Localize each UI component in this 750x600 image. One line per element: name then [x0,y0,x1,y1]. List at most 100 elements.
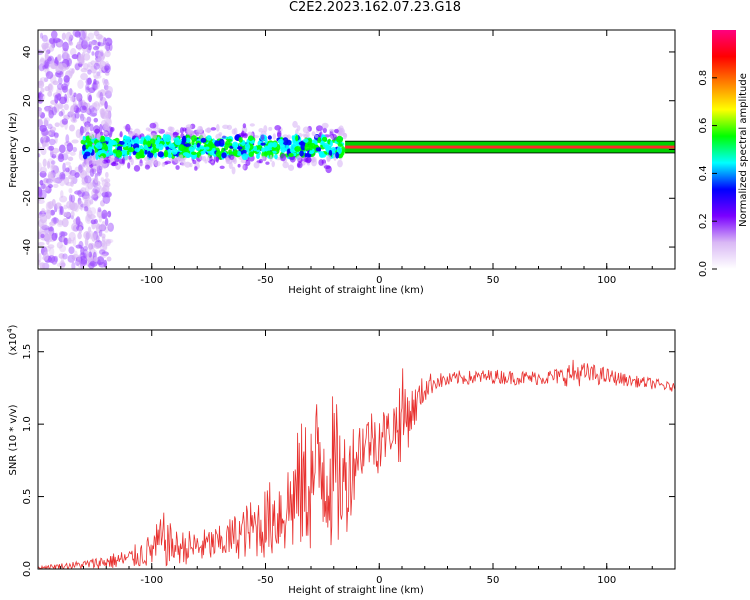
x-tick-label: 100 [597,575,616,586]
spectrogram-blob [343,132,347,138]
spectrogram-blob [237,163,241,168]
spectrogram-blob [322,142,328,148]
spectrogram-blob [68,187,73,194]
spectrogram-blob [84,205,89,212]
spectrogram-blob [149,122,157,129]
spectrogram-blob [100,131,104,136]
spectrogram-blob [194,166,198,171]
colorbar-tick-label: 0.4 [698,165,709,181]
spectrogram-blob [85,77,92,86]
x-tick-label: 100 [597,275,616,286]
spectrogram-blob [70,96,75,102]
spectrogram-blob [88,94,92,103]
spectrogram-blob [48,37,56,44]
spectrogram-blob [60,173,66,180]
spectrogram-blob [38,153,41,158]
spectrogram-blob [61,85,68,93]
spectrogram-blob [76,254,82,265]
spectrogram-blob [107,222,114,232]
spectrogram-blob [52,178,60,183]
spectrogram-blob [68,194,73,203]
spectrogram-blob [169,143,175,150]
spectrogram-blob [51,198,56,207]
spectrogram-blob [38,80,44,86]
spectrogram-blob [94,177,99,183]
spectrogram-blob [38,94,44,104]
spectrogram-blob [323,165,331,170]
spectrogram-blob [104,182,111,188]
spectrogram-blob [80,139,87,145]
spectrogram-blob [263,125,268,133]
spectrogram-blob [63,75,70,83]
spectrogram-blob [93,74,102,79]
spectrogram-blob [188,146,194,152]
spectrogram-blob [282,161,289,169]
spectrogram-blob [209,155,213,162]
x-tick-label: 0 [376,275,382,286]
spectrogram-blob [87,69,92,75]
spectrogram-blob [78,226,83,234]
spectrogram-blob [47,91,53,97]
spectrogram-blob [71,54,79,60]
spectrogram-blob [79,113,85,122]
spectrogram-blob [87,146,93,154]
spectrogram-blob [96,165,103,174]
spectrogram-blob [232,149,238,157]
spectrogram-blob [294,145,302,152]
spectrogram-blob [64,93,68,102]
spectrogram-blob [53,183,59,189]
spectrogram-blob [277,130,282,138]
spectrogram-blob [156,136,161,145]
spectrogram-blob [42,158,47,167]
spectrogram-blob [71,118,78,123]
colorbar-label: Normalized spectral amplitude [738,73,749,227]
spectrogram-blob [93,78,97,85]
spectrogram-blob [83,230,91,240]
spectrogram-blob [167,149,172,155]
spectrogram-blob [86,214,91,222]
spectrogram-blob [218,132,223,136]
spectrogram-blob [75,244,83,249]
spectrogram-blob [144,149,148,155]
spectrogram-blob [90,219,96,225]
spectrogram-blob [231,166,236,175]
spectrogram-blob [274,153,278,160]
spectrogram-blob [165,146,170,151]
spectrogram-blob [38,241,45,247]
chart-title: C2E2.2023.162.07.23.G18 [288,0,462,15]
spectrogram-blob [321,122,329,129]
spectrogram-blob [39,226,48,232]
snr-frame [37,329,676,570]
spectrogram-blob [134,147,141,152]
spectrogram-blob [222,124,229,129]
spectrogram-blob [340,146,346,154]
spectrogram-y-label: Frequency (Hz) [8,112,19,188]
snr-x-label: Height of straight line (km) [288,585,424,596]
spectrogram-blob [60,254,65,265]
spectrogram-blob [72,30,81,37]
spectrogram-blob [101,77,106,84]
spectrogram-blob [231,128,236,135]
spectrogram-blob [104,50,111,58]
spectrogram-blob [75,129,82,139]
spectrogram-blob [249,123,255,127]
colorbar-ticks: 0.0 0.2 0.4 0.6 0.8 [698,70,717,277]
spectrogram-blob [118,158,125,164]
spectrogram-blob [74,31,82,38]
spectrogram-blob [59,205,64,216]
spectrogram-blob [264,138,268,144]
spectrogram-blob [38,118,43,127]
spectrogram-blob [225,157,230,165]
spectrogram-blob [56,241,64,249]
spectrogram-blob [127,162,131,169]
spectrogram-blob [225,140,231,146]
spectrogram-blob [317,136,322,144]
spectrogram-blob [328,149,333,157]
x-tick-label: -50 [257,575,273,586]
spectrogram-blob [228,149,232,154]
spectrogram-blob [38,189,43,198]
spectrogram-blob [214,140,221,147]
spectrogram-blob [78,98,83,108]
spectrogram-blob [253,161,260,169]
spectrogram-blob [106,223,113,230]
